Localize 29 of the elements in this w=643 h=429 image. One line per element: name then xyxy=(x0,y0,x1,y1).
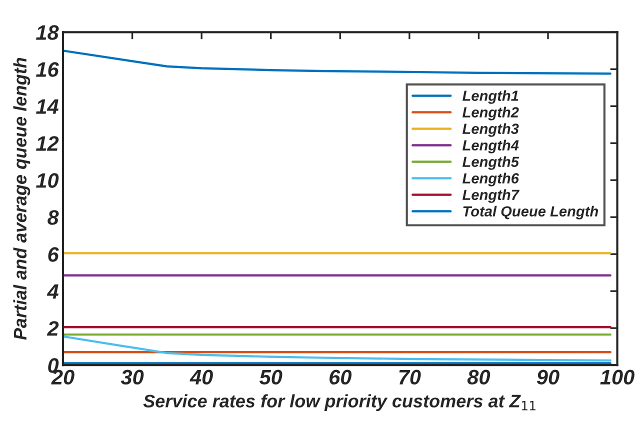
x-tick-label: 100 xyxy=(600,370,634,385)
x-tick-label: 90 xyxy=(536,370,560,385)
legend-label: Length1 xyxy=(462,90,518,104)
legend-label: Length4 xyxy=(462,140,519,154)
y-tick-label: 18 xyxy=(36,25,59,40)
x-tick-label: 40 xyxy=(190,370,213,385)
x-tick-label: 60 xyxy=(330,370,352,385)
legend-label: Length5 xyxy=(462,156,520,170)
y-tick-label: 16 xyxy=(36,62,59,77)
line-series xyxy=(63,335,612,362)
legend-label: Length2 xyxy=(462,106,519,120)
y-tick-label: 14 xyxy=(36,99,58,114)
y-tick-label: 4 xyxy=(46,284,58,299)
legend-label: Total Queue Length xyxy=(463,206,598,220)
legend-label: Length6 xyxy=(462,172,520,186)
line-series xyxy=(63,50,612,75)
x-axis-title: Service rates for low priority customers at Z$_{11}$ xyxy=(143,394,536,412)
x-tick-label: 80 xyxy=(467,370,490,385)
legend-label: Length3 xyxy=(462,123,519,137)
y-tick-label: 10 xyxy=(36,173,59,188)
x-tick-label: 50 xyxy=(259,370,282,385)
y-tick-label: 6 xyxy=(48,247,59,262)
y-tick-label: 2 xyxy=(46,321,59,336)
y-axis-title: Partial and average queue length xyxy=(13,58,30,340)
y-tick-label: 8 xyxy=(48,210,59,225)
x-tick-label: 30 xyxy=(120,370,144,385)
legend-label: Length7 xyxy=(462,189,520,203)
y-tick-label: 12 xyxy=(36,136,59,151)
x-tick-label: 70 xyxy=(399,370,421,385)
